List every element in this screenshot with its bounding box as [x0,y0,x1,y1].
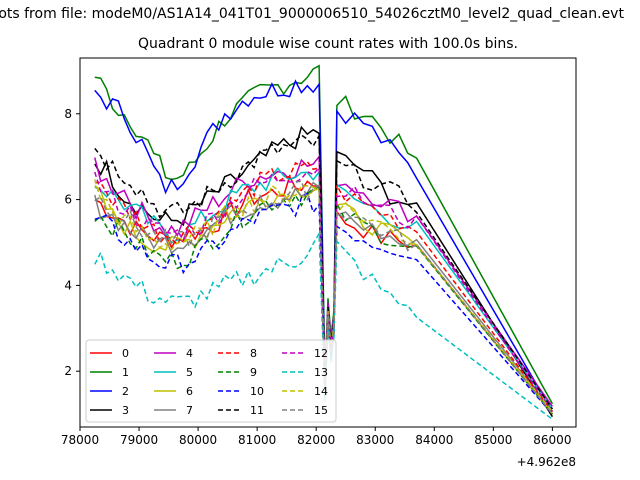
series-line-1 [94,64,554,405]
legend-label-9: 9 [250,366,257,379]
series-line-5 [94,166,554,410]
legend-label-15: 15 [314,404,328,417]
x-tick-label: 82000 [297,433,335,447]
legend-label-6: 6 [186,385,193,398]
series-layer [94,64,554,420]
legend-label-8: 8 [250,347,257,360]
series-line-8 [94,160,553,413]
figure-suptitle: Plots from file: modeM0/AS1A14_041T01_90… [0,6,624,22]
x-tick-label: 85000 [474,433,512,447]
y-tick-label: 2 [64,364,72,378]
legend-label-13: 13 [314,366,328,379]
legend-label-1: 1 [122,366,129,379]
series-line-9 [94,185,553,415]
plot-frame [79,57,577,428]
legend-label-7: 7 [186,404,193,417]
x-tick-label: 84000 [415,433,453,447]
x-tick-label: 79000 [120,433,158,447]
series-line-3 [94,125,554,418]
x-tick-label: 81000 [238,433,276,447]
series-line-11 [94,133,554,410]
series-line-4 [94,154,554,407]
legend-label-0: 0 [122,347,129,360]
series-line-7 [94,181,553,413]
legend-label-3: 3 [122,404,129,417]
y-axis: 2 4 6 8 [64,107,80,378]
x-tick-label: 86000 [533,433,571,447]
legend-label-11: 11 [250,404,264,417]
series-line-10 [94,192,553,415]
series-line-12 [94,165,554,413]
legend-label-4: 4 [186,347,193,360]
x-tick-label: 83000 [356,433,394,447]
y-tick-label: 4 [64,278,72,292]
legend-frame [85,339,337,423]
legend-label-5: 5 [186,366,193,379]
series-line-15 [94,180,553,415]
legend-label-2: 2 [122,385,129,398]
series-line-14 [94,179,553,413]
legend-label-14: 14 [314,385,328,398]
x-offset-label: +4.962e8 [517,455,576,469]
y-tick-label: 8 [64,107,72,121]
legend-label-10: 10 [250,385,264,398]
series-line-2 [94,79,554,412]
chart-title: Quadrant 0 module wise count rates with … [138,36,518,52]
x-axis: 78000 79000 80000 81000 82000 83000 84000 85000… [61,427,571,447]
legend-label-12: 12 [314,347,328,360]
x-tick-label: 80000 [179,433,217,447]
x-tick-label: 78000 [61,433,99,447]
series-line-13 [94,231,553,420]
y-tick-label: 6 [64,193,72,207]
